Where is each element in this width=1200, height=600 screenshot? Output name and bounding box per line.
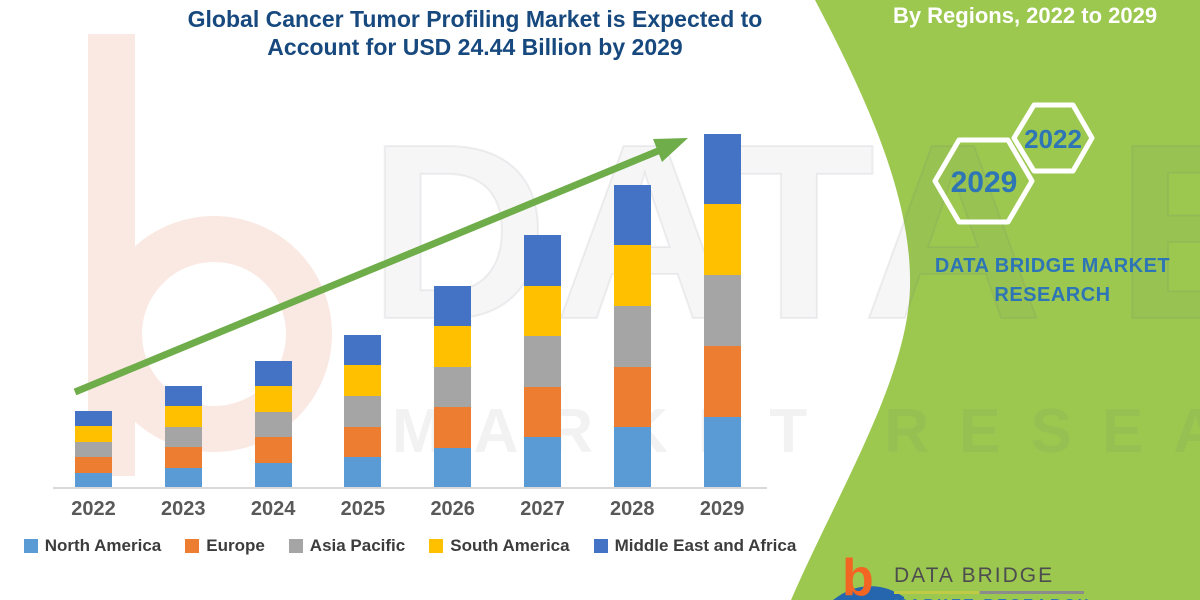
chart-title: Global Cancer Tumor Profiling Market is …: [90, 5, 860, 61]
bar-segment: [434, 407, 472, 448]
panel-brand-line2: RESEARCH: [994, 284, 1111, 306]
bar-segment: [434, 366, 472, 408]
legend-swatch-icon: [593, 539, 608, 553]
legend-label: South America: [450, 536, 570, 555]
bar-segment: [344, 334, 382, 366]
bar-segment: [524, 235, 561, 286]
bar-segment: [164, 447, 202, 468]
bar-segment: [703, 346, 741, 418]
panel-brand-line1: DATA BRIDGE MARKET: [934, 255, 1171, 277]
bar-2024: [254, 360, 292, 488]
x-axis-label: 2024: [250, 498, 296, 520]
footer-logo-brand: DATA BRIDGE: [894, 564, 1055, 587]
x-axis-label: 2023: [161, 498, 206, 520]
legend-item: Middle East and Africa: [593, 536, 797, 556]
bar-segment: [164, 406, 202, 427]
x-axis-label: 2027: [520, 498, 565, 520]
x-axis-label: 2029: [699, 498, 745, 520]
footer-logo-underline: [894, 591, 1084, 594]
bar-segment: [524, 336, 561, 387]
legend-label: Middle East and Africa: [614, 536, 797, 555]
bar-segment: [75, 441, 112, 457]
bar-segment: [524, 285, 561, 337]
panel-heading: By Regions, 2022 to 2029: [892, 3, 1158, 28]
bar-segment: [254, 386, 292, 412]
footer-logo: b DATA BRIDGE MARKET RESEARCH: [836, 552, 1166, 600]
legend-label: North America: [44, 536, 162, 555]
legend-item: Asia Pacific: [288, 536, 406, 556]
legend-swatch-icon: [288, 539, 303, 553]
bar-2026: [434, 286, 472, 488]
legend-item: South America: [429, 536, 570, 556]
bar-segment: [524, 437, 561, 488]
legend-item: Europe: [185, 536, 265, 556]
bar-segment: [75, 410, 112, 426]
bar-segment: [613, 245, 651, 306]
bar-segment: [344, 457, 382, 488]
bar-segment: [254, 360, 292, 386]
x-axis-line: [53, 487, 767, 489]
x-axis-label: 2028: [610, 498, 655, 520]
legend-swatch-icon: [429, 539, 444, 553]
bar-segment: [254, 411, 292, 437]
legend-swatch-icon: [23, 539, 38, 553]
bar-segment: [613, 366, 651, 428]
bar-segment: [344, 365, 382, 396]
legend-swatch-icon: [185, 539, 200, 553]
bar-segment: [524, 386, 561, 438]
footer-logo-sub: MARKET RESEARCH: [894, 596, 1092, 600]
x-axis-label: 2022: [71, 498, 116, 520]
bar-segment: [703, 275, 741, 347]
bar-segment: [254, 462, 292, 488]
bar-segment: [164, 467, 202, 488]
chart-legend: North America Europe Asia Pacific South Ame…: [23, 536, 796, 556]
bar-segment: [164, 426, 202, 448]
bar-segment: [703, 417, 741, 488]
legend-label: Asia Pacific: [309, 536, 406, 555]
bar-2023: [164, 386, 202, 488]
bar-segment: [75, 426, 112, 442]
bar-segment: [613, 427, 651, 488]
legend-label: Europe: [206, 536, 265, 555]
bar-segment: [344, 395, 382, 427]
bar-segment: [75, 472, 112, 488]
bar-2028: [613, 184, 651, 488]
bar-segment: [75, 457, 112, 473]
bar-2029: [703, 133, 741, 488]
chart-title-line2: Account for USD 24.44 Billion by 2029: [267, 34, 683, 60]
x-axis-label: 2026: [430, 498, 475, 520]
legend-item: North America: [23, 536, 162, 556]
footer-logo-glyph: b: [842, 549, 874, 600]
x-axis-label: 2025: [340, 498, 386, 520]
bar-segment: [434, 326, 472, 367]
bar-segment: [164, 386, 202, 407]
bar-segment: [434, 286, 472, 327]
bar-segment: [703, 133, 741, 205]
bar-segment: [434, 447, 472, 488]
chart-title-line1: Global Cancer Tumor Profiling Market is …: [187, 6, 763, 32]
bar-segment: [703, 204, 741, 276]
bar-2025: [344, 334, 382, 488]
bar-segment: [344, 426, 382, 458]
bar-2022: [75, 410, 112, 488]
bar-segment: [613, 305, 651, 367]
panel-brand-text: DATA BRIDGE MARKET RESEARCH: [900, 252, 1200, 310]
bar-segment: [254, 437, 292, 463]
bar-2027: [524, 235, 561, 488]
green-panel-shape: [791, 0, 1200, 600]
bar-segment: [613, 184, 651, 246]
